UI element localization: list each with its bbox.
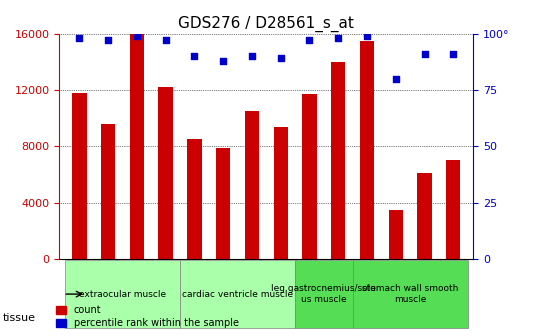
Bar	[72, 93, 87, 259]
Text: extraocular muscle: extraocular muscle	[79, 290, 166, 299]
Bar	[245, 111, 259, 259]
Bar	[388, 210, 403, 259]
FancyBboxPatch shape	[65, 260, 180, 328]
Text: leg gastrocnemius/sole
us muscle: leg gastrocnemius/sole us muscle	[271, 284, 376, 304]
FancyBboxPatch shape	[352, 260, 468, 328]
Point	[334, 35, 343, 41]
Point	[420, 51, 429, 56]
Bar	[417, 173, 431, 259]
Bar	[101, 124, 115, 259]
Legend: count, percentile rank within the sample: count, percentile rank within the sample	[53, 302, 242, 331]
Bar	[273, 127, 288, 259]
Bar	[216, 148, 230, 259]
Bar	[446, 160, 461, 259]
Bar	[302, 94, 317, 259]
Title: GDS276 / D28561_s_at: GDS276 / D28561_s_at	[179, 16, 354, 32]
Point	[277, 56, 285, 61]
Point	[247, 53, 256, 59]
Point	[75, 35, 83, 41]
Point	[392, 76, 400, 81]
Point	[449, 51, 458, 56]
Text: stomach wall smooth
muscle: stomach wall smooth muscle	[362, 284, 458, 304]
FancyBboxPatch shape	[180, 260, 295, 328]
Bar	[158, 87, 173, 259]
Bar	[130, 34, 144, 259]
Bar	[331, 62, 345, 259]
Point	[305, 38, 314, 43]
Text: cardiac ventricle muscle: cardiac ventricle muscle	[182, 290, 293, 299]
FancyBboxPatch shape	[295, 260, 352, 328]
Bar	[187, 139, 202, 259]
Point	[190, 53, 199, 59]
Point	[219, 58, 228, 63]
Bar	[360, 41, 374, 259]
Point	[161, 38, 170, 43]
Point	[363, 33, 371, 39]
Point	[132, 33, 141, 39]
Point	[104, 38, 112, 43]
Text: tissue: tissue	[3, 312, 36, 323]
